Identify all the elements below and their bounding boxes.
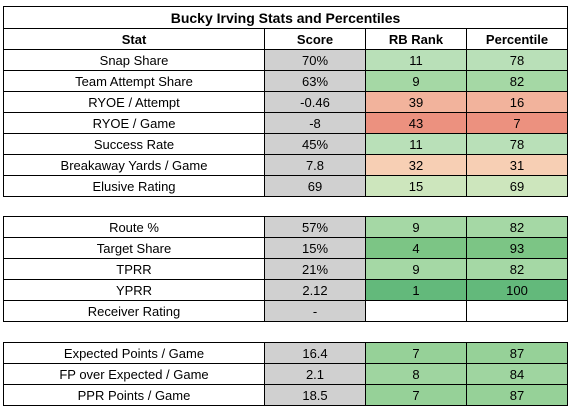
rb-rank-cell: 8 — [365, 363, 467, 385]
score-cell: - — [264, 300, 366, 322]
stat-cell: Receiver Rating — [3, 300, 265, 322]
rb-rank-cell: 43 — [365, 112, 467, 134]
table-row: PPR Points / Game 18.5 7 87 — [3, 384, 568, 406]
table-row: RYOE / Attempt -0.46 39 16 — [3, 91, 568, 113]
header-rb-rank: RB Rank — [365, 28, 467, 50]
rb-rank-cell: 9 — [365, 258, 467, 280]
percentile-cell: 84 — [466, 363, 568, 385]
stat-cell: YPRR — [3, 279, 265, 301]
percentile-cell: 87 — [466, 384, 568, 406]
rb-rank-cell: 7 — [365, 342, 467, 364]
score-cell: -0.46 — [264, 91, 366, 113]
stat-cell: Snap Share — [3, 49, 265, 71]
rb-rank-cell: 9 — [365, 216, 467, 238]
percentile-cell: 82 — [466, 258, 568, 280]
receiving-table: Route % 57% 9 82 Target Share 15% 4 93 TPRR 21% 9 8… — [3, 216, 568, 322]
header-percentile: Percentile — [466, 28, 568, 50]
percentile-cell: 16 — [466, 91, 568, 113]
table-row: FP over Expected / Game 2.1 8 84 — [3, 363, 568, 385]
percentile-cell: 31 — [466, 154, 568, 176]
table-row: Success Rate 45% 11 78 — [3, 133, 568, 155]
percentile-cell: 78 — [466, 49, 568, 71]
percentile-cell: 69 — [466, 175, 568, 197]
stat-cell: PPR Points / Game — [3, 384, 265, 406]
score-cell: 69 — [264, 175, 366, 197]
score-cell: 63% — [264, 70, 366, 92]
percentile-cell: 87 — [466, 342, 568, 364]
score-cell: 2.12 — [264, 279, 366, 301]
table-row: TPRR 21% 9 82 — [3, 258, 568, 280]
stat-cell: TPRR — [3, 258, 265, 280]
stat-cell: Success Rate — [3, 133, 265, 155]
score-cell: 2.1 — [264, 363, 366, 385]
rb-rank-cell: 4 — [365, 237, 467, 259]
title-row: Bucky Irving Stats and Percentiles — [3, 6, 568, 29]
score-cell: 15% — [264, 237, 366, 259]
rb-rank-cell: 9 — [365, 70, 467, 92]
score-cell: 16.4 — [264, 342, 366, 364]
header-stat: Stat — [3, 28, 265, 50]
table-row: YPRR 2.12 1 100 — [3, 279, 568, 301]
table-row: Elusive Rating 69 15 69 — [3, 175, 568, 197]
percentile-cell: 93 — [466, 237, 568, 259]
score-cell: 57% — [264, 216, 366, 238]
percentile-cell: 100 — [466, 279, 568, 301]
fantasy-points-table: Expected Points / Game 16.4 7 87 FP over Exp… — [3, 342, 568, 406]
rb-rank-cell: 32 — [365, 154, 467, 176]
core-rushing-table: Bucky Irving Stats and Percentiles Stat … — [3, 6, 568, 197]
stat-cell: RYOE / Attempt — [3, 91, 265, 113]
percentile-cell: 82 — [466, 216, 568, 238]
score-cell: 70% — [264, 49, 366, 71]
stat-cell: FP over Expected / Game — [3, 363, 265, 385]
header-row: Stat Score RB Rank Percentile — [3, 28, 568, 50]
table-row: Breakaway Yards / Game 7.8 32 31 — [3, 154, 568, 176]
rb-rank-cell: 39 — [365, 91, 467, 113]
stat-cell: Expected Points / Game — [3, 342, 265, 364]
rb-rank-cell: 11 — [365, 133, 467, 155]
stat-cell: Target Share — [3, 237, 265, 259]
stat-cell: Breakaway Yards / Game — [3, 154, 265, 176]
percentile-cell: 7 — [466, 112, 568, 134]
score-cell: 7.8 — [264, 154, 366, 176]
percentile-cell: 78 — [466, 133, 568, 155]
rb-rank-cell: 15 — [365, 175, 467, 197]
table-row: RYOE / Game -8 43 7 — [3, 112, 568, 134]
percentile-cell: 82 — [466, 70, 568, 92]
table-row: Route % 57% 9 82 — [3, 216, 568, 238]
stat-cell: RYOE / Game — [3, 112, 265, 134]
score-cell: 21% — [264, 258, 366, 280]
score-cell: 18.5 — [264, 384, 366, 406]
score-cell: -8 — [264, 112, 366, 134]
score-cell: 45% — [264, 133, 366, 155]
stat-cell: Route % — [3, 216, 265, 238]
table-row: Team Attempt Share 63% 9 82 — [3, 70, 568, 92]
rb-rank-cell: 11 — [365, 49, 467, 71]
percentile-cell — [466, 300, 568, 322]
table-row: Expected Points / Game 16.4 7 87 — [3, 342, 568, 364]
table-row: Target Share 15% 4 93 — [3, 237, 568, 259]
table-row: Snap Share 70% 11 78 — [3, 49, 568, 71]
table-row: Receiver Rating - — [3, 300, 568, 322]
rb-rank-cell: 7 — [365, 384, 467, 406]
sheet-title: Bucky Irving Stats and Percentiles — [3, 6, 568, 29]
header-score: Score — [264, 28, 366, 50]
rb-rank-cell: 1 — [365, 279, 467, 301]
stat-cell: Team Attempt Share — [3, 70, 265, 92]
rb-rank-cell — [365, 300, 467, 322]
stat-cell: Elusive Rating — [3, 175, 265, 197]
